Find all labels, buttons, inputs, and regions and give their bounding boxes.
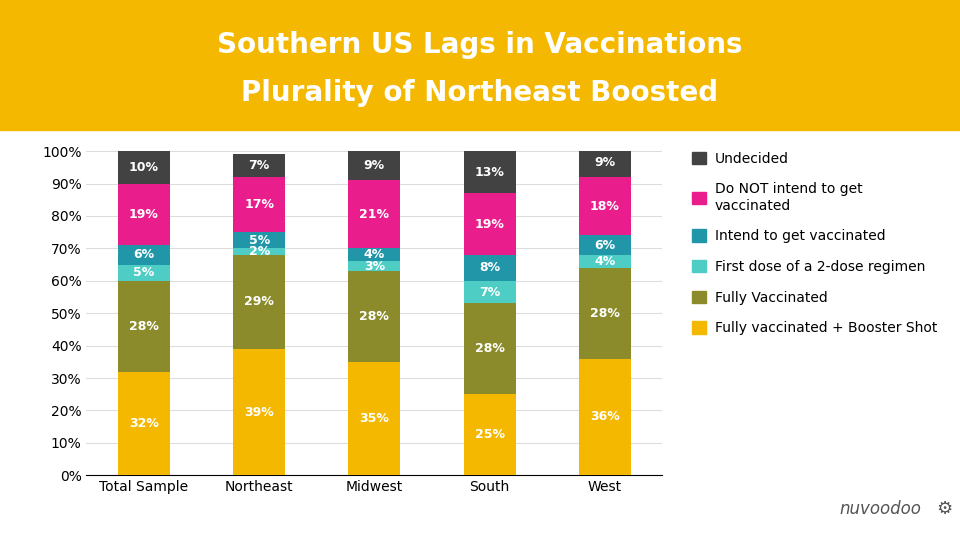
Bar — [348, 362, 400, 475]
Text: Plurality of Northeast Boosted: Plurality of Northeast Boosted — [241, 79, 719, 107]
Text: ⚙: ⚙ — [936, 501, 952, 518]
Bar — [464, 151, 516, 193]
Text: 6%: 6% — [133, 248, 155, 261]
Bar — [348, 151, 400, 180]
Text: 5%: 5% — [249, 234, 270, 247]
Text: 29%: 29% — [244, 295, 275, 308]
Text: 8%: 8% — [479, 261, 500, 274]
Bar — [464, 303, 516, 394]
Bar — [464, 255, 516, 281]
Text: 21%: 21% — [359, 208, 390, 221]
Text: 4%: 4% — [594, 255, 615, 268]
Bar — [348, 248, 400, 261]
Bar — [233, 154, 285, 177]
Text: 9%: 9% — [594, 156, 615, 169]
Text: 32%: 32% — [129, 417, 159, 430]
Text: 28%: 28% — [474, 342, 505, 355]
Bar — [464, 394, 516, 475]
Bar — [118, 151, 170, 184]
Text: 5%: 5% — [133, 266, 155, 279]
Bar — [464, 193, 516, 255]
Text: 3%: 3% — [364, 260, 385, 273]
Bar — [118, 245, 170, 265]
Text: 19%: 19% — [129, 208, 159, 221]
Bar — [118, 372, 170, 475]
Bar — [118, 184, 170, 245]
Bar — [233, 255, 285, 349]
Bar — [348, 271, 400, 362]
Text: 36%: 36% — [590, 410, 619, 423]
Text: 35%: 35% — [359, 412, 390, 425]
Bar — [233, 248, 285, 255]
Bar — [348, 180, 400, 248]
Bar — [118, 281, 170, 372]
Text: 28%: 28% — [359, 310, 390, 323]
Bar — [348, 261, 400, 271]
Bar — [233, 177, 285, 232]
Text: 7%: 7% — [479, 286, 500, 299]
Legend: Undecided, Do NOT intend to get
vaccinated, Intend to get vaccinated, First dose: Undecided, Do NOT intend to get vaccinat… — [692, 152, 937, 335]
Text: 2%: 2% — [249, 245, 270, 258]
Text: nuvoodoo: nuvoodoo — [840, 501, 922, 518]
Text: 13%: 13% — [474, 166, 505, 179]
Bar — [579, 177, 631, 235]
Bar — [233, 349, 285, 475]
Text: 6%: 6% — [594, 239, 615, 252]
Bar — [579, 148, 631, 177]
Text: 7%: 7% — [249, 159, 270, 172]
Bar — [579, 255, 631, 268]
Text: 28%: 28% — [129, 320, 159, 333]
Bar — [579, 268, 631, 359]
Bar — [118, 265, 170, 281]
Text: 9%: 9% — [364, 159, 385, 172]
Text: 18%: 18% — [589, 200, 620, 213]
Text: 25%: 25% — [474, 428, 505, 441]
Bar — [464, 281, 516, 303]
Text: 10%: 10% — [129, 161, 159, 174]
Bar — [579, 235, 631, 255]
Bar — [233, 232, 285, 248]
Text: Southern US Lags in Vaccinations: Southern US Lags in Vaccinations — [217, 31, 743, 59]
Text: 39%: 39% — [245, 406, 274, 419]
Text: 4%: 4% — [364, 248, 385, 261]
Bar — [579, 359, 631, 475]
Text: 28%: 28% — [589, 307, 620, 320]
Text: 19%: 19% — [474, 218, 505, 231]
Text: 17%: 17% — [244, 198, 275, 211]
